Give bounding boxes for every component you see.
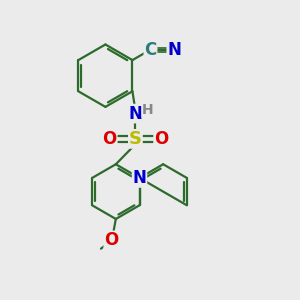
- Text: S: S: [129, 130, 142, 148]
- Text: O: O: [154, 130, 168, 148]
- Text: H: H: [142, 103, 154, 117]
- Text: O: O: [102, 130, 117, 148]
- Text: N: N: [167, 41, 181, 59]
- Text: N: N: [133, 169, 146, 187]
- Text: C: C: [144, 41, 157, 59]
- Text: N: N: [128, 105, 142, 123]
- Text: O: O: [104, 231, 118, 249]
